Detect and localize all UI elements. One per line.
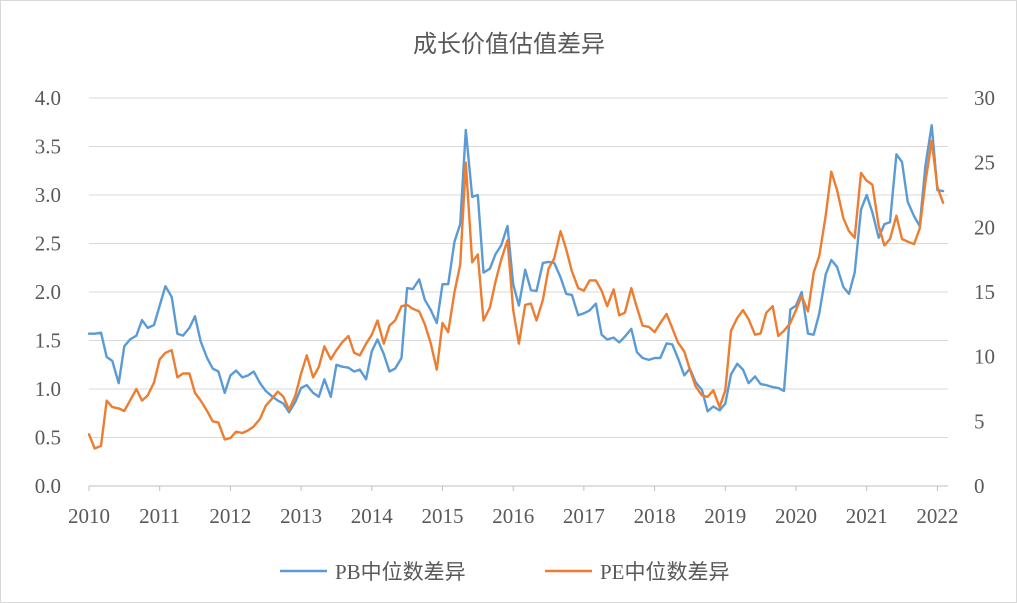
right-tick-label: 5 <box>974 409 985 433</box>
right-tick-label: 15 <box>974 280 995 304</box>
gridlines <box>89 97 948 487</box>
left-tick-label: 4.0 <box>35 86 61 110</box>
legend: PB中位数差异 PE中位数差异 <box>280 560 730 584</box>
x-tick-label: 2019 <box>704 504 746 528</box>
chart-title: 成长价值估值差异 <box>413 30 605 58</box>
left-tick-label: 3.5 <box>35 135 61 159</box>
x-tick-label: 2010 <box>68 504 110 528</box>
x-tick-label: 2016 <box>492 504 534 528</box>
right-tick-label: 10 <box>974 345 995 369</box>
x-tick-label: 2011 <box>139 504 180 528</box>
x-tick-label: 2021 <box>846 504 888 528</box>
left-tick-label: 1.0 <box>35 377 61 401</box>
x-tick-label: 2013 <box>280 504 322 528</box>
right-tick-label: 25 <box>974 151 995 175</box>
right-axis-ticks: 0 5 10 15 20 25 30 <box>974 86 995 498</box>
x-tick-label: 2017 <box>563 504 605 528</box>
legend-label: PB中位数差异 <box>335 560 466 584</box>
left-tick-label: 3.0 <box>35 183 61 207</box>
x-axis-ticks: 2010 2011 2012 2013 2014 2015 2016 2017 2018 2019… <box>68 486 958 528</box>
x-tick-label: 2020 <box>775 504 817 528</box>
left-axis-ticks: 0.0 0.5 1.0 1.5 2.0 2.5 3.0 3.5 4.0 <box>35 86 61 498</box>
x-tick-label: 2012 <box>209 504 251 528</box>
x-tick-label: 2018 <box>634 504 676 528</box>
x-tick-label: 2015 <box>421 504 463 528</box>
right-tick-label: 0 <box>974 474 985 498</box>
right-tick-label: 30 <box>974 86 995 110</box>
series-lines <box>87 124 945 450</box>
left-tick-label: 2.0 <box>35 280 61 304</box>
left-tick-label: 1.5 <box>35 329 61 353</box>
left-tick-label: 0.5 <box>35 426 61 450</box>
left-tick-label: 2.5 <box>35 232 61 256</box>
right-tick-label: 20 <box>974 215 995 239</box>
x-tick-label: 2022 <box>916 504 958 528</box>
left-tick-label: 0.0 <box>35 474 61 498</box>
legend-label: PE中位数差异 <box>600 560 730 584</box>
x-tick-label: 2014 <box>351 504 394 528</box>
series-line-pb <box>87 124 945 414</box>
series-line-pe <box>87 139 945 450</box>
